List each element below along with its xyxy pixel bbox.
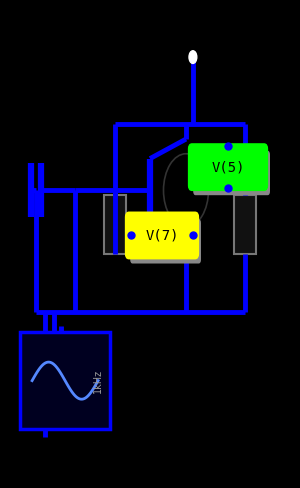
FancyBboxPatch shape — [130, 219, 201, 264]
FancyBboxPatch shape — [193, 151, 270, 195]
Text: 1kHz: 1kHz — [93, 368, 103, 393]
FancyBboxPatch shape — [127, 213, 197, 258]
FancyBboxPatch shape — [190, 145, 266, 189]
Circle shape — [189, 51, 197, 63]
FancyBboxPatch shape — [20, 332, 110, 429]
Text: V(7): V(7) — [145, 228, 179, 243]
FancyBboxPatch shape — [103, 195, 126, 254]
Text: V(5): V(5) — [211, 160, 245, 174]
FancyBboxPatch shape — [234, 195, 256, 254]
